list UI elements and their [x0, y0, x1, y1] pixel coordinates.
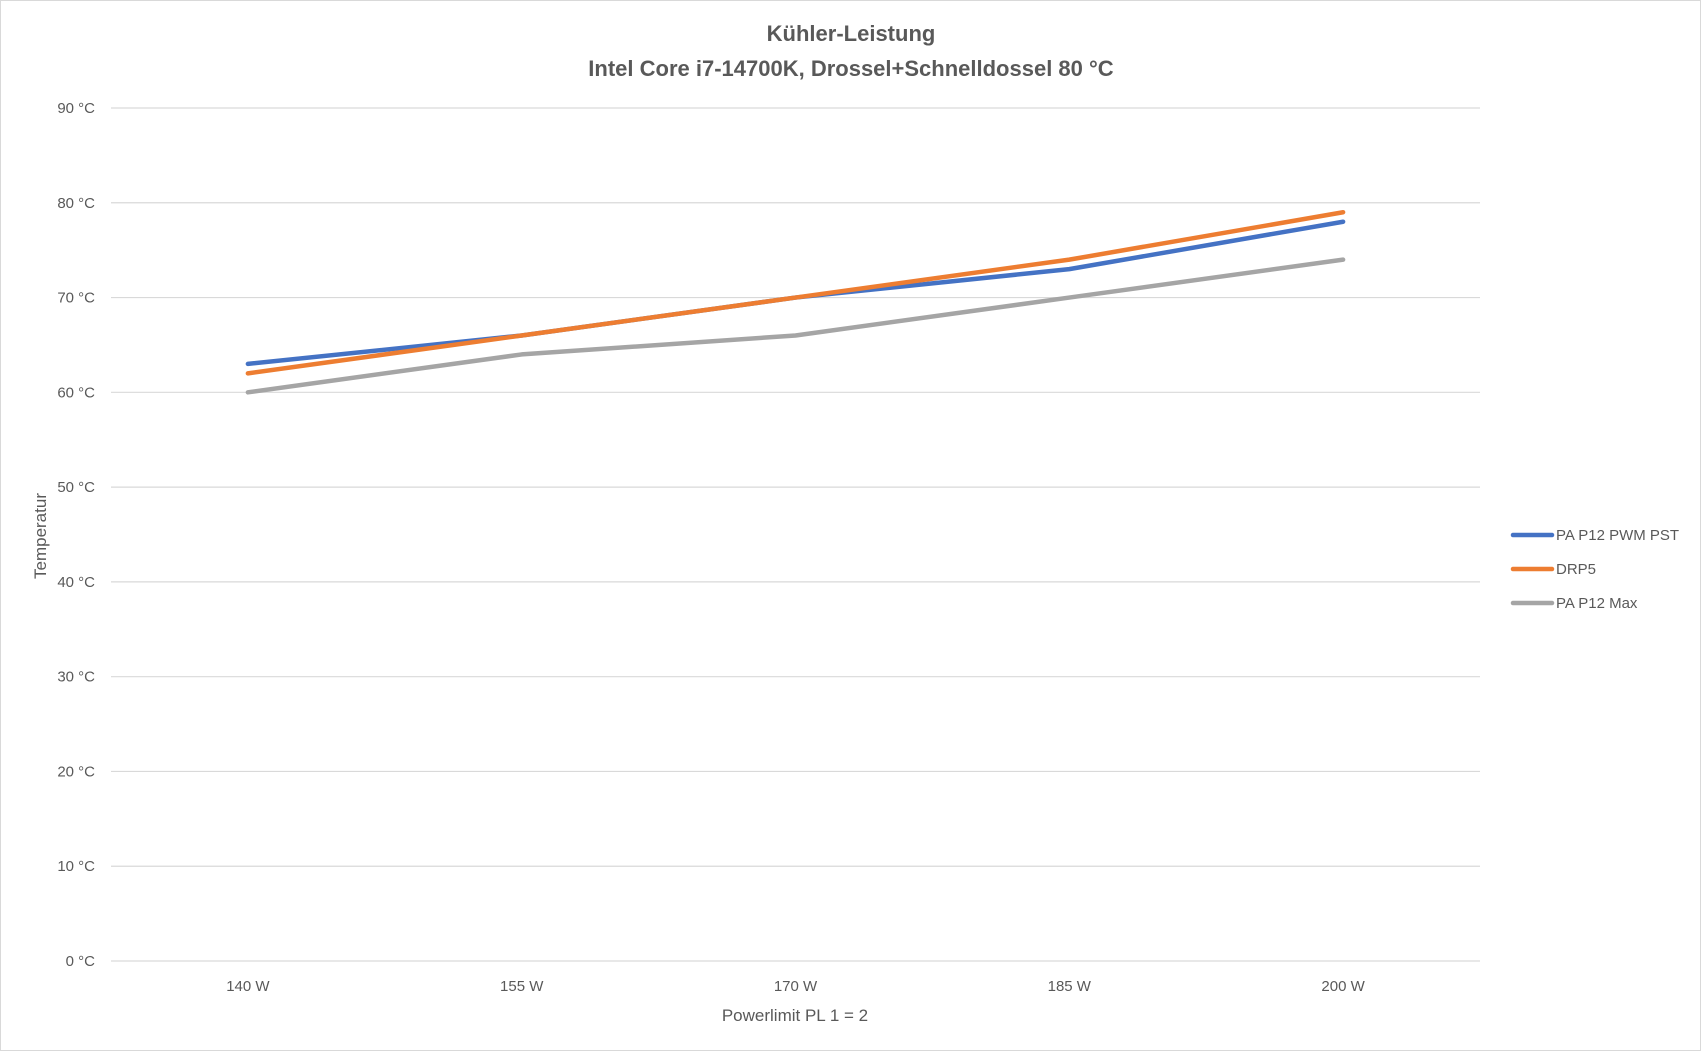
y-tick-label: 60 °C: [57, 384, 95, 401]
y-tick-label: 40 °C: [57, 574, 95, 591]
y-tick-label: 0 °C: [66, 953, 96, 970]
y-tick-label: 50 °C: [57, 479, 95, 496]
gridlines: [111, 107, 1480, 962]
x-tick-label: 140 W: [226, 978, 270, 995]
legend-label-1: DRP5: [1556, 561, 1596, 578]
series-line-2: [245, 257, 1346, 395]
y-tick-label: 70 °C: [57, 290, 95, 307]
series-line-0: [245, 219, 1346, 367]
legend: PA P12 PWM PST DRP5 PA P12 Max: [1510, 527, 1679, 612]
series-line-1: [245, 210, 1346, 376]
y-tick-label: 90 °C: [57, 100, 95, 117]
legend-label-0: PA P12 PWM PST: [1556, 527, 1679, 544]
x-tick-label: 170 W: [774, 978, 818, 995]
x-axis-label: Powerlimit PL 1 = 2: [722, 1006, 868, 1025]
chart-title: Kühler-Leistung: [767, 21, 936, 46]
legend-label-2: PA P12 Max: [1556, 595, 1638, 612]
y-tick-label: 80 °C: [57, 195, 95, 212]
series-lines: [245, 210, 1346, 395]
x-axis-ticks: 140 W 155 W 170 W 185 W 200 W: [226, 978, 1365, 995]
y-tick-label: 10 °C: [57, 858, 95, 875]
x-tick-label: 185 W: [1048, 978, 1092, 995]
y-axis-ticks: 0 °C 10 °C 20 °C 30 °C 40 °C 50 °C 60 °C 70 °C 8…: [57, 100, 95, 970]
x-tick-label: 155 W: [500, 978, 544, 995]
y-tick-label: 20 °C: [57, 763, 95, 780]
y-axis-label: Temperatur: [31, 493, 50, 579]
chart-subtitle: Intel Core i7-14700K, Drossel+Schnelldos…: [588, 56, 1114, 81]
x-tick-label: 200 W: [1321, 978, 1365, 995]
y-tick-label: 30 °C: [57, 669, 95, 686]
